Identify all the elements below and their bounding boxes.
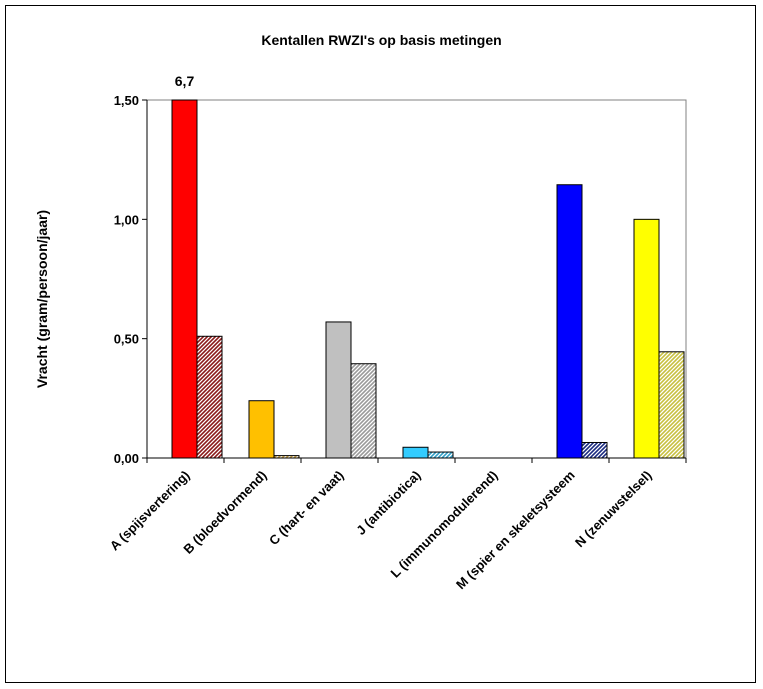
y-tick-label: 0,00 bbox=[114, 451, 139, 466]
bar-a-spijsvertering-series-2 bbox=[196, 335, 223, 459]
bar-m-spier-en-skeletsysteem-series-2 bbox=[581, 441, 608, 459]
x-category-label: B (bloedvormend) bbox=[180, 468, 269, 557]
bar-m-spier-en-skeletsysteem-series-1 bbox=[556, 184, 583, 459]
bar-n-zenuwstelsel-series-2 bbox=[658, 351, 685, 459]
x-category-label: C (hart- en vaat) bbox=[266, 468, 347, 549]
bar-b-bloedvormend-series-1 bbox=[248, 400, 275, 459]
x-category-label: A (spijsvertering) bbox=[107, 468, 193, 554]
bar-a-spijsvertering-series-1 bbox=[171, 99, 198, 459]
plot-area bbox=[146, 99, 687, 459]
chart-frame: Kentallen RWZI's op basis metingen 0,00 0… bbox=[5, 5, 756, 683]
y-tick-label: 1,50 bbox=[114, 93, 139, 108]
bar-j-antibiotica-series-2 bbox=[427, 451, 454, 459]
data-label-annotation: 6,7 bbox=[175, 73, 195, 89]
bar-n-zenuwstelsel-series-1 bbox=[633, 218, 660, 459]
bar-j-antibiotica-series-1 bbox=[402, 446, 429, 459]
x-category-label: N (zenuwstelsel) bbox=[572, 468, 655, 551]
chart-title: Kentallen RWZI's op basis metingen bbox=[261, 32, 502, 48]
bar-chart: 0,00 0,50 1,00 1,50 A (spijsvertering)B (blo… bbox=[34, 73, 687, 592]
y-axis-label: Vracht (gram/persoon/jaar) bbox=[34, 210, 50, 388]
y-tick-label: 1,00 bbox=[114, 212, 139, 227]
y-tick-label: 0,50 bbox=[114, 332, 139, 347]
bar-c-hart-en-vaat-series-1 bbox=[325, 321, 352, 459]
x-category-label: J (antibiotica) bbox=[353, 468, 423, 538]
bar-c-hart-en-vaat-series-2 bbox=[350, 363, 377, 459]
